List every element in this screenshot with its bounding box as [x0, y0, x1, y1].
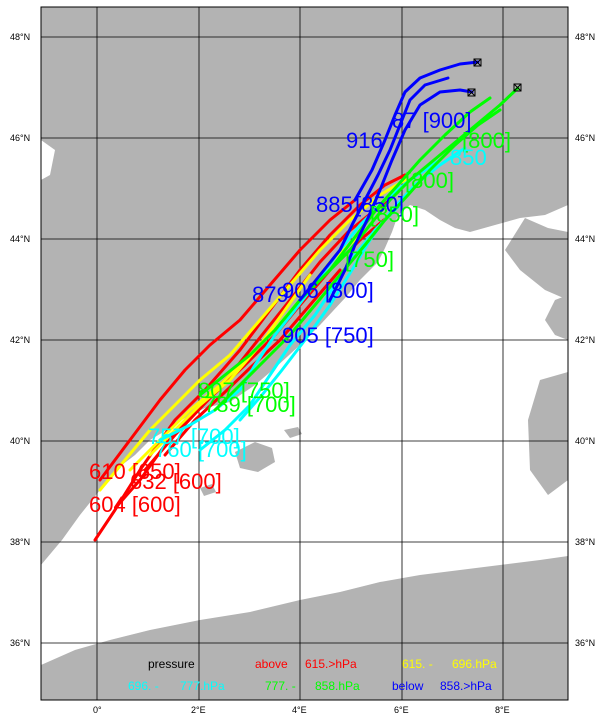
legend-cyan-range: 777.hPa — [180, 679, 225, 693]
label-green-789-700: 789 [700] — [204, 392, 296, 417]
land-italy-north — [505, 218, 568, 300]
label-blue-905-750: 905 [750] — [282, 323, 374, 348]
lat-label-46: 46°N — [10, 133, 30, 143]
label-cyan-760-700: 760 [700] — [155, 437, 247, 462]
lat-label-48: 48°N — [10, 32, 30, 42]
label-green-850: [850] — [370, 202, 419, 227]
lat-label-42-right: 42°N — [575, 335, 595, 345]
label-green-800a: [800] — [462, 128, 511, 153]
land-ibiza — [200, 484, 216, 496]
trajectory-yellow-3 — [148, 273, 312, 457]
lat-label-40: 40°N — [10, 436, 30, 446]
lon-label-4e: 4°E — [292, 705, 307, 715]
trajectory-red-3 — [98, 198, 357, 482]
lat-label-44-right: 44°N — [575, 234, 595, 244]
label-red-610-650: 610 [650] — [89, 459, 181, 484]
legend-cyan-name: 696. - — [128, 679, 159, 693]
legend-blue-range: 858.>hPa — [440, 679, 492, 693]
lat-label-48-right: 48°N — [575, 32, 595, 42]
legend-yellow-range: 696.hPa — [452, 657, 497, 671]
trajectory-green-3 — [328, 96, 492, 272]
land-sardinia — [528, 372, 568, 495]
lon-label-6e: 6°E — [394, 705, 409, 715]
label-blue-879: 879 — [252, 282, 289, 307]
land-africa — [41, 556, 568, 700]
label-green-750a: [750] — [345, 247, 394, 272]
trajectory-yellow-1 — [98, 178, 407, 492]
lat-label-36-right: 36°N — [575, 638, 595, 648]
trajectory-blue-3 — [298, 76, 450, 302]
legend-yellow-name: 615. - — [402, 657, 433, 671]
lat-label-38: 38°N — [10, 537, 30, 547]
lat-labels-right: 48°N 46°N 44°N 42°N 40°N 38°N 36°N — [575, 32, 595, 648]
trajectory-blue-2 — [328, 88, 474, 302]
trajectories — [93, 60, 520, 542]
label-cyan-850: 850 — [450, 145, 487, 170]
lon-label-2e: 2°E — [191, 705, 206, 715]
lat-label-46-right: 46°N — [575, 133, 595, 143]
lon-labels: 0° 2°E 4°E 6°E 8°E — [93, 705, 510, 715]
land-mallorca — [235, 442, 275, 472]
map-area: 87 [900] 916 [800] 850 [800] 885 [850] [… — [41, 7, 568, 700]
legend-green-name: 777. - — [265, 679, 296, 693]
label-red-604-600: 604 [600] — [89, 492, 181, 517]
lat-label-42: 42°N — [10, 335, 30, 345]
trajectory-blue-1 — [353, 60, 480, 202]
legend-blue-name: below — [392, 679, 424, 693]
label-red-632-600: 632 [600] — [130, 469, 222, 494]
map-border — [40, 6, 569, 701]
trajectory-labels: 87 [900] 916 [800] 850 [800] 885 [850] [… — [89, 108, 511, 517]
label-blue-850: [850] — [355, 192, 404, 217]
lat-label-36: 36°N — [10, 638, 30, 648]
endpoint-markers — [467, 58, 522, 97]
label-green-807-750: 807 [750] — [198, 378, 290, 403]
label-green-800b: [800] — [405, 168, 454, 193]
label-blue-87: 87 [900] — [392, 108, 472, 133]
label-cyan-757-700: 757 [700] — [148, 424, 240, 449]
legend: pressure above 615.>hPa 615. - 696.hPa 6… — [128, 657, 497, 693]
land-menorca — [284, 427, 302, 438]
legend-red-range: 615.>hPa — [305, 657, 357, 671]
legend-green-range: 858.hPa — [315, 679, 360, 693]
legend-title: pressure — [148, 657, 195, 671]
trajectory-green-2 — [213, 108, 502, 412]
legend-red-name: above — [255, 657, 288, 671]
label-blue-885: 885 — [316, 192, 353, 217]
label-blue-906-800: 906 [800] — [282, 278, 374, 303]
land-corsica — [545, 295, 568, 340]
lat-label-38-right: 38°N — [575, 537, 595, 547]
lat-label-40-right: 40°N — [575, 436, 595, 446]
trajectory-cyan-2 — [198, 203, 402, 452]
label-blue-916: 916 — [346, 128, 383, 153]
lon-label-8e: 8°E — [495, 705, 510, 715]
lon-label-0: 0° — [93, 705, 102, 715]
lat-label-44: 44°N — [10, 234, 30, 244]
trajectory-red-5 — [163, 268, 342, 457]
land-brittany-coast — [41, 140, 55, 180]
lat-labels-left: 48°N 46°N 44°N 42°N 40°N 38°N 36°N — [10, 32, 30, 648]
